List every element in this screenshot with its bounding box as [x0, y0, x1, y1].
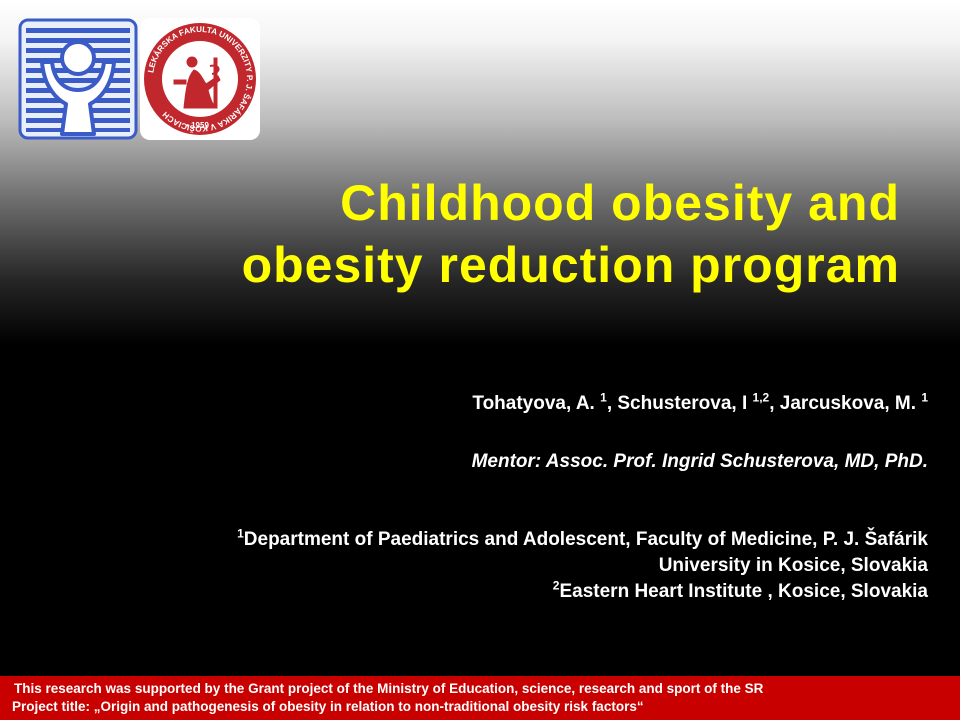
grant-footer: This research was supported by the Grant… — [0, 676, 960, 720]
affiliation-2-line: Eastern Heart Institute , Kosice, Slovak… — [559, 581, 928, 602]
affiliation-2-number: 2 — [552, 578, 560, 593]
author-1-affiliation: 1 — [600, 390, 607, 405]
right-logo-reflection — [140, 142, 260, 172]
child-arms-raised-logo — [18, 18, 138, 140]
child-arms-raised-logo-graphic — [18, 18, 138, 140]
mentor-line: Mentor: Assoc. Prof. Ingrid Schusterova,… — [471, 451, 928, 472]
affiliation-1-line-1: Department of Paediatrics and Adolescent… — [243, 529, 928, 550]
footer-grant-line: This research was supported by the Grant… — [14, 681, 764, 696]
author-2: , Schusterova, I — [606, 393, 753, 414]
title-line-1: Childhood obesity and — [340, 175, 900, 231]
affiliations: 1Department of Paediatrics and Adolescen… — [48, 527, 928, 605]
affiliation-2: 2Eastern Heart Institute , Kosice, Slova… — [48, 579, 928, 605]
authors-line: Tohatyova, A. 1, Schusterova, I 1,2, Jar… — [128, 392, 928, 416]
university-seal-graphic: LEKÁRSKA FAKULTA UNIVERZITY P. J. ŠAFÁRI… — [140, 18, 260, 140]
university-seal-logo: LEKÁRSKA FAKULTA UNIVERZITY P. J. ŠAFÁRI… — [140, 18, 260, 140]
affiliation-1-line-2: University in Kosice, Slovakia — [658, 555, 928, 576]
author-3-affiliation: 1 — [921, 390, 928, 405]
left-logo-reflection — [18, 142, 138, 172]
author-3: , Jarcuskova, M. — [769, 393, 922, 414]
seal-year: • 1959 • — [186, 121, 214, 130]
author-1: Tohatyova, A. — [472, 393, 601, 414]
affiliation-1: 1Department of Paediatrics and Adolescen… — [48, 527, 928, 553]
page-title: Childhood obesity and obesity reduction … — [80, 172, 900, 296]
footer-project-title: Project title: „Origin and pathogenesis … — [12, 699, 644, 714]
title-line-2: obesity reduction program — [241, 237, 900, 293]
author-2-affiliation: 1,2 — [752, 390, 770, 405]
affiliation-1-number: 1 — [237, 526, 244, 541]
